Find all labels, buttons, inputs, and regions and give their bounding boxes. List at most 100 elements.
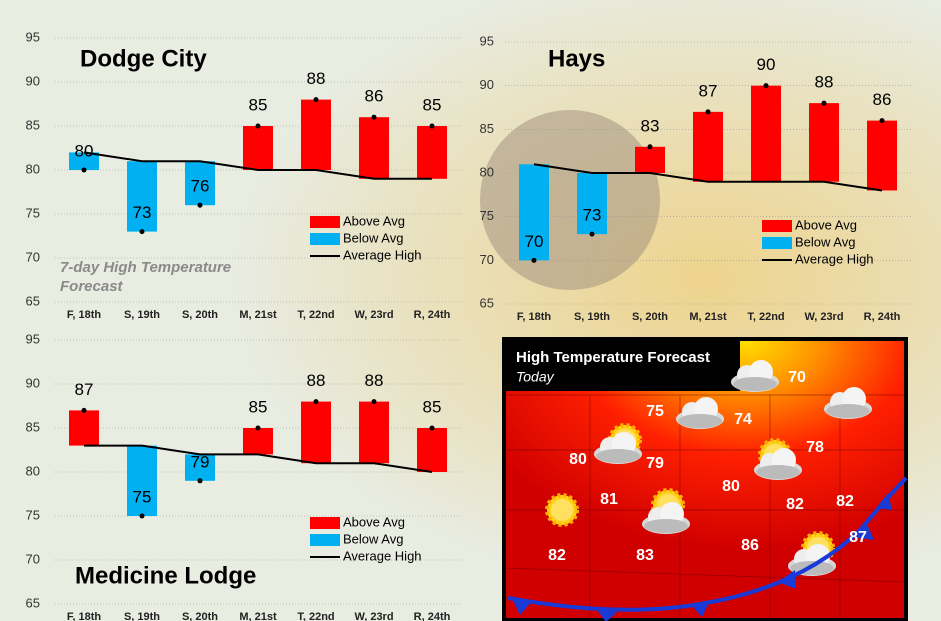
bar [809, 103, 839, 182]
value-label: 73 [133, 203, 152, 222]
bar [243, 126, 273, 170]
x-tick-label: S, 20th [632, 311, 668, 323]
value-dot [313, 399, 319, 405]
legend-label: Above Avg [343, 213, 405, 228]
y-tick-label: 65 [26, 293, 40, 308]
y-tick-label: 70 [26, 551, 40, 566]
value-label: 87 [699, 81, 718, 100]
value-dot [81, 167, 87, 173]
map-header [506, 341, 740, 391]
bar [301, 401, 331, 464]
temperature-label: 70 [788, 369, 806, 386]
y-tick-label: 70 [26, 249, 40, 264]
x-tick-label: T, 22nd [297, 309, 334, 321]
bar [751, 85, 781, 182]
chart-title: Medicine Lodge [75, 562, 256, 589]
x-tick-label: M, 21st [239, 611, 277, 621]
value-label: 85 [249, 95, 268, 114]
bar [635, 146, 665, 173]
value-dot [81, 407, 87, 413]
bar [417, 428, 447, 472]
bar [243, 428, 273, 455]
bar [867, 120, 897, 191]
temperature-label: 82 [836, 493, 854, 510]
x-tick-label: M, 21st [689, 311, 727, 323]
cold-front [507, 476, 908, 612]
bar [301, 99, 331, 170]
legend-label: Below Avg [343, 531, 403, 546]
map: High Temperature Forecast Today 70 75 74 78… [502, 337, 908, 621]
value-label: 88 [307, 371, 326, 390]
bar [417, 126, 447, 179]
x-tick-label: F, 18th [67, 309, 102, 321]
legend-swatch [310, 534, 340, 546]
value-dot [371, 399, 377, 405]
value-label: 90 [757, 55, 776, 74]
x-tick-label: S, 20th [182, 309, 218, 321]
bar [185, 454, 215, 481]
x-tick-label: S, 20th [182, 611, 218, 621]
bar [519, 164, 549, 261]
y-tick-label: 90 [26, 375, 40, 390]
value-dot [589, 231, 595, 237]
value-dot [139, 229, 145, 235]
value-label: 87 [75, 380, 94, 399]
average-line [84, 444, 433, 473]
legend-label: Average High [343, 247, 422, 262]
value-label: 86 [873, 90, 892, 109]
bar [693, 111, 723, 182]
value-label: 79 [191, 452, 210, 471]
value-label: 76 [191, 177, 210, 196]
y-tick-label: 90 [26, 73, 40, 88]
y-tick-label: 95 [26, 29, 40, 44]
legend-swatch [762, 220, 792, 232]
bar [185, 161, 215, 206]
value-dot [313, 97, 319, 103]
x-tick-label: R, 24th [414, 309, 451, 321]
value-dot [255, 425, 261, 431]
y-tick-label: 75 [480, 208, 494, 223]
chart-title: Dodge City [80, 45, 207, 72]
y-tick-label: 65 [480, 295, 494, 310]
value-dot [429, 425, 435, 431]
temperature-label: 81 [600, 491, 618, 508]
x-tick-label: T, 22nd [747, 311, 784, 323]
value-label: 73 [583, 206, 602, 225]
chart-panel: 65 70 75 80 85 90 95 Dodge City F, 18th 80 S, 19th… [26, 29, 461, 321]
chart-title: Hays [548, 45, 605, 72]
value-label: 88 [365, 371, 384, 390]
value-dot [531, 257, 537, 263]
x-tick-label: R, 24th [414, 611, 451, 621]
annotation: 7-day High Temperature Forecast [60, 259, 232, 295]
x-tick-label: W, 23rd [354, 611, 393, 621]
map-title: High Temperature Forecast [516, 349, 710, 366]
bar [359, 117, 389, 179]
y-tick-label: 80 [26, 463, 40, 478]
map-subtitle: Today [516, 369, 555, 385]
temperature-label: 80 [569, 451, 587, 468]
legend-label: Above Avg [343, 514, 405, 529]
y-tick-label: 85 [480, 121, 494, 136]
y-tick-label: 85 [26, 117, 40, 132]
value-label: 83 [641, 116, 660, 135]
value-label: 75 [133, 487, 152, 506]
bar [127, 161, 157, 232]
sun-icon [545, 493, 579, 527]
value-dot [371, 114, 377, 120]
y-tick-label: 80 [26, 161, 40, 176]
bar [359, 401, 389, 464]
temperature-label: 74 [734, 411, 752, 428]
x-tick-label: S, 19th [124, 309, 160, 321]
legend-label: Average High [343, 548, 422, 563]
value-label: 85 [249, 397, 268, 416]
value-dot [197, 202, 203, 208]
value-dot [197, 478, 203, 484]
x-tick-label: F, 18th [517, 311, 552, 323]
legend-label: Below Avg [795, 234, 855, 249]
temperature-label: 79 [646, 455, 664, 472]
average-line [83, 151, 432, 180]
value-label: 70 [525, 232, 544, 251]
value-dot [879, 118, 885, 124]
